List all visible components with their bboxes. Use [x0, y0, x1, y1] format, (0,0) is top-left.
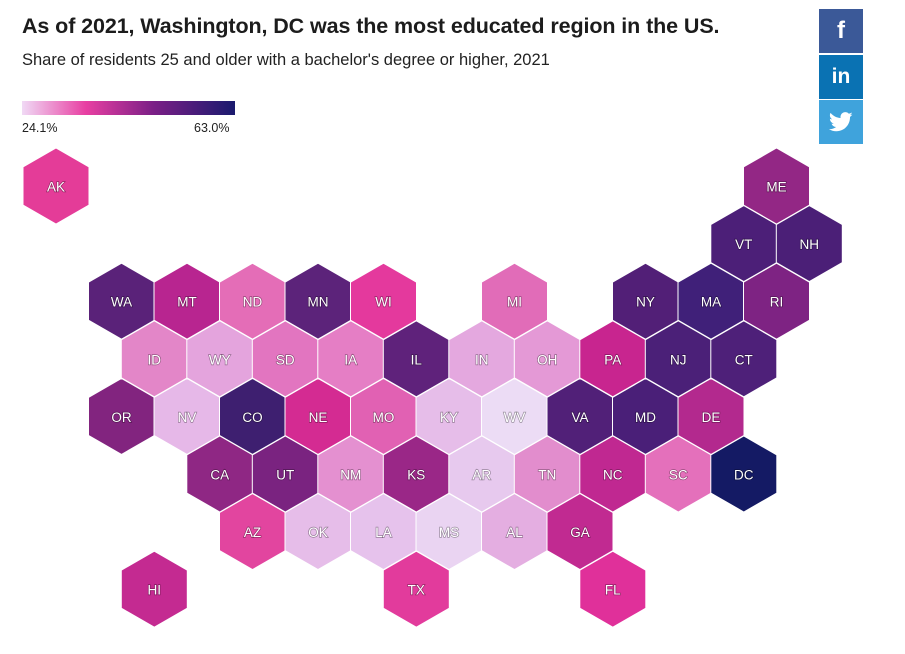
facebook-icon: f [837, 17, 845, 44]
state-label: WA [111, 295, 132, 310]
state-tile-in[interactable]: IN [448, 320, 516, 398]
state-tile-ma[interactable]: MA [677, 262, 745, 340]
state-hex[interactable] [22, 147, 90, 225]
state-label: NY [636, 295, 655, 310]
state-label: DE [702, 410, 721, 425]
state-tile-fl[interactable]: FL [579, 550, 647, 628]
chart-title: As of 2021, Washington, DC was the most … [22, 14, 720, 38]
state-tile-az[interactable]: AZ [219, 493, 286, 571]
state-tile-wi[interactable]: WI [350, 262, 417, 340]
state-hex[interactable] [120, 550, 188, 628]
state-label: OK [308, 525, 328, 540]
state-label: OR [111, 410, 132, 425]
state-tile-mt[interactable]: MT [153, 262, 221, 340]
state-tile-me[interactable]: ME [743, 147, 810, 225]
state-label: GA [570, 525, 590, 540]
state-label: FL [605, 583, 621, 598]
state-label: RI [770, 295, 784, 310]
state-tile-hi[interactable]: HI [120, 550, 188, 628]
state-tile-la[interactable]: LA [350, 493, 417, 571]
state-label: IA [344, 352, 357, 367]
state-tile-co[interactable]: CO [219, 377, 286, 455]
state-tile-or[interactable]: OR [88, 377, 155, 455]
state-tile-wy[interactable]: WY [186, 320, 254, 398]
state-label: KS [407, 468, 425, 483]
state-tile-ak[interactable]: AK [22, 147, 90, 225]
linkedin-share-button[interactable]: in [819, 55, 863, 99]
state-label: MT [177, 295, 197, 310]
facebook-share-button[interactable]: f [819, 9, 863, 53]
legend-min-label: 24.1% [22, 121, 58, 135]
state-label: NE [309, 410, 328, 425]
state-label: TN [538, 468, 556, 483]
state-label: NJ [670, 352, 687, 367]
state-label: WY [209, 352, 231, 367]
state-label: VT [735, 237, 752, 252]
state-tile-vt[interactable]: VT [710, 205, 778, 283]
state-label: NM [340, 468, 361, 483]
linkedin-icon: in [831, 65, 851, 88]
state-label: AZ [244, 525, 261, 540]
twitter-share-button[interactable] [819, 100, 863, 144]
state-label: ND [243, 295, 263, 310]
state-tile-dc[interactable]: DC [710, 435, 778, 513]
state-tile-ny[interactable]: NY [612, 262, 679, 340]
state-label: NC [603, 468, 623, 483]
state-label: ME [766, 180, 786, 195]
state-label: CT [735, 352, 753, 367]
state-tile-wv[interactable]: WV [481, 377, 548, 455]
state-tile-nd[interactable]: ND [219, 262, 286, 340]
state-hex[interactable] [382, 550, 450, 628]
state-label: SD [276, 352, 295, 367]
state-tile-mi[interactable]: MI [481, 262, 548, 340]
state-label: NH [800, 237, 820, 252]
state-label: IN [475, 352, 489, 367]
state-label: MN [308, 295, 329, 310]
state-tile-de[interactable]: DE [677, 377, 745, 455]
state-label: ID [148, 352, 162, 367]
state-label: TX [408, 583, 425, 598]
color-legend-bar [22, 101, 235, 115]
state-label: OH [537, 352, 557, 367]
state-label: CO [242, 410, 262, 425]
state-label: MS [439, 525, 459, 540]
state-label: VA [571, 410, 588, 425]
state-label: WV [504, 410, 526, 425]
state-label: AR [472, 468, 491, 483]
state-label: LA [375, 525, 392, 540]
legend-max-label: 63.0% [194, 121, 230, 135]
state-label: MD [635, 410, 656, 425]
state-tile-ri[interactable]: RI [743, 262, 810, 340]
state-tile-sc[interactable]: SC [644, 435, 712, 513]
state-tile-pa[interactable]: PA [579, 320, 647, 398]
state-label: IL [411, 352, 423, 367]
state-label: UT [276, 468, 294, 483]
state-label: CA [210, 468, 229, 483]
state-tile-nj[interactable]: NJ [644, 320, 712, 398]
state-label: PA [604, 352, 621, 367]
state-tile-mo[interactable]: MO [350, 377, 417, 455]
state-label: MI [507, 295, 522, 310]
state-hex[interactable] [710, 435, 778, 513]
state-label: MA [701, 295, 721, 310]
chart-subtitle: Share of residents 25 and older with a b… [22, 51, 550, 69]
state-label: AK [47, 180, 65, 195]
state-label: HI [148, 583, 162, 598]
state-tile-ga[interactable]: GA [546, 493, 614, 571]
state-tile-tx[interactable]: TX [382, 550, 450, 628]
state-label: WI [375, 295, 392, 310]
state-tile-ct[interactable]: CT [710, 320, 778, 398]
state-label: MO [373, 410, 395, 425]
state-hex[interactable] [579, 550, 647, 628]
state-label: KY [440, 410, 458, 425]
state-tile-al[interactable]: AL [481, 493, 548, 571]
state-tile-ar[interactable]: AR [448, 435, 516, 513]
twitter-bird-icon [829, 112, 853, 132]
state-label: NV [178, 410, 197, 425]
state-label: AL [506, 525, 523, 540]
state-tile-ca[interactable]: CA [186, 435, 254, 513]
state-label: SC [669, 468, 688, 483]
state-label: DC [734, 468, 754, 483]
